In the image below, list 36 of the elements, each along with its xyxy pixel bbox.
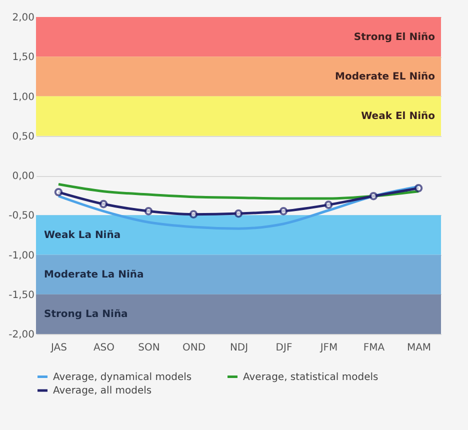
- point: [54, 188, 63, 196]
- band-label: Moderate La Niña: [44, 270, 144, 281]
- band-label: Strong La Niña: [44, 309, 128, 320]
- x-tick-label: ASO: [93, 342, 115, 354]
- y-tick-label: -2,00: [8, 330, 34, 340]
- x-tick-label: OND: [182, 342, 206, 354]
- legend-label: Average, statistical models: [243, 372, 378, 383]
- point: [144, 207, 153, 216]
- y-tick-label: 1,50: [12, 52, 34, 64]
- y-tick-label: -1,50: [8, 290, 34, 301]
- y-tick-label: 0,50: [12, 131, 34, 142]
- point: [369, 192, 378, 200]
- y-tick-label: 2,00: [12, 12, 34, 24]
- x-tick-label: SON: [138, 342, 160, 354]
- band-label: Moderate EL Niño: [335, 71, 436, 82]
- x-tick-label: JAS: [50, 342, 67, 354]
- point: [189, 210, 198, 218]
- y-tick-label: -0,50: [8, 210, 34, 222]
- y-tick-label: 1,00: [12, 92, 34, 103]
- legend-label: Average, dynamical models: [53, 372, 192, 383]
- band-label: Weak El Niño: [361, 111, 436, 122]
- x-tick-label: MAM: [406, 342, 432, 354]
- point: [279, 207, 288, 216]
- x-tick-label: FMA: [363, 342, 385, 354]
- point: [414, 184, 423, 192]
- point: [324, 200, 333, 209]
- band-label: Weak La Niña: [44, 230, 121, 241]
- x-tick-label: JFM: [319, 342, 338, 354]
- x-tick-label: NDJ: [230, 342, 248, 354]
- legend-label: Average, all models: [53, 386, 152, 396]
- point: [99, 200, 108, 208]
- band-label: Strong El Niño: [354, 32, 436, 43]
- y-tick-label: -1,00: [8, 250, 34, 262]
- point: [234, 209, 243, 218]
- y-tick-label: 0,00: [12, 171, 34, 182]
- x-tick-label: DJF: [276, 342, 292, 354]
